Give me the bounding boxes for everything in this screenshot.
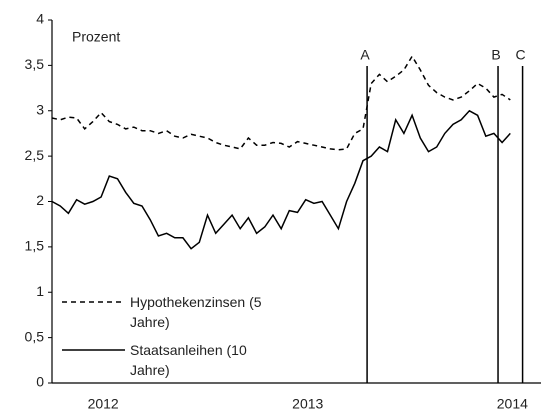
y-tick-label: 3,5	[25, 56, 45, 72]
legend-label: Staatsanleihen (10 Jahre)	[130, 342, 247, 378]
y-axis-label: Prozent	[72, 29, 120, 45]
series-line	[51, 109, 511, 250]
annotation-label: A	[360, 47, 370, 63]
y-tick-label: 0,5	[25, 328, 45, 344]
x-tick-label: 2014	[497, 396, 528, 412]
y-tick-label: 2	[36, 192, 44, 208]
y-tick-label: 0	[36, 374, 44, 390]
y-tick-label: 4	[36, 11, 44, 27]
series-line	[51, 54, 511, 151]
x-tick-label: 2013	[292, 396, 323, 412]
y-tick-label: 1	[36, 283, 44, 299]
y-tick-label: 1,5	[25, 238, 45, 254]
annotation-label: B	[491, 47, 500, 63]
annotation-label: C	[516, 47, 526, 63]
legend-label: Hypothekenzinsen (5 Jahre)	[130, 294, 262, 330]
x-tick-label: 2012	[88, 396, 119, 412]
y-tick-label: 2,5	[25, 147, 45, 163]
y-tick-label: 3	[36, 101, 44, 117]
